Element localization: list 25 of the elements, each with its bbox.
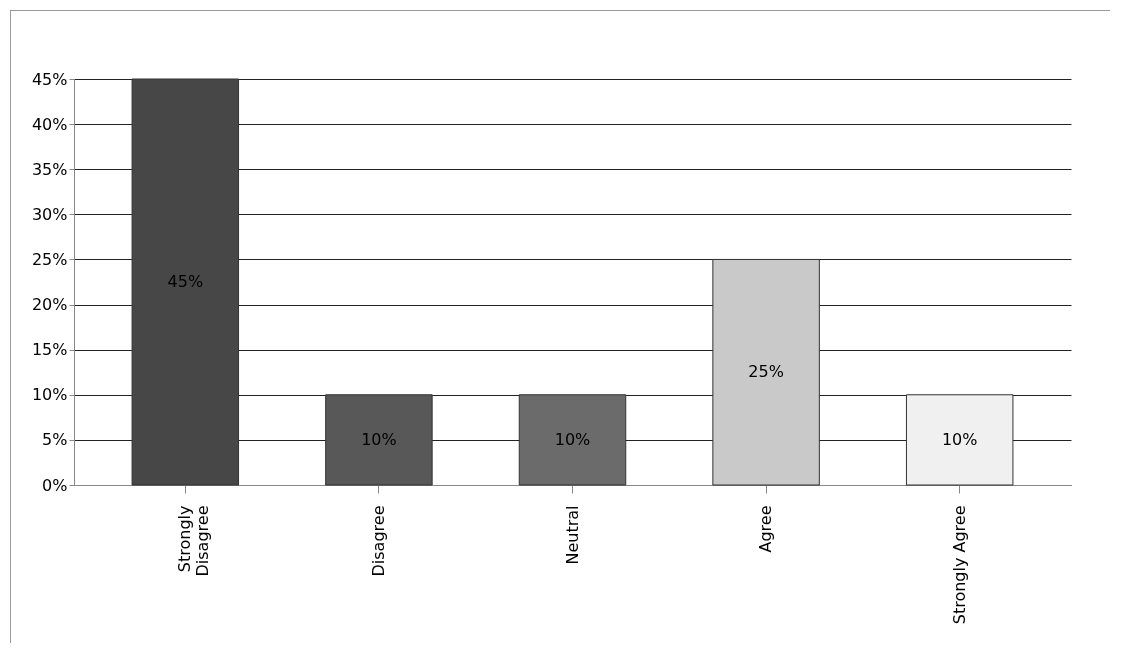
- data-label: 25%: [748, 362, 784, 382]
- y-tick-label: 45%: [31, 69, 68, 89]
- bar: [712, 258, 820, 486]
- y-tick-label: 35%: [31, 159, 68, 179]
- y-tick-label: 10%: [31, 385, 68, 405]
- y-tick-label: 5%: [42, 430, 68, 450]
- bar: [518, 394, 627, 486]
- y-tick-label: 40%: [31, 114, 68, 134]
- data-label: 10%: [941, 429, 978, 449]
- y-tick-label: 25%: [31, 249, 68, 269]
- bar: [325, 394, 433, 486]
- x-tick-label: Disagree: [368, 505, 388, 577]
- y-tick-label: 0%: [42, 475, 68, 495]
- bar: [905, 394, 1014, 486]
- x-tick-label: Neutral: [562, 505, 582, 565]
- y-tick-label: 20%: [31, 295, 68, 315]
- bar: [131, 78, 240, 486]
- y-tick-label: 30%: [31, 204, 68, 224]
- x-tick-label: Agree: [756, 505, 776, 553]
- x-tick-label: Strongly Agree: [949, 505, 969, 625]
- data-label: 45%: [167, 272, 204, 291]
- data-label: 10%: [361, 429, 397, 449]
- data-label: 10%: [554, 429, 591, 449]
- y-tick-label: 15%: [31, 340, 68, 360]
- x-tick-label: Strongly Disagree: [175, 505, 213, 577]
